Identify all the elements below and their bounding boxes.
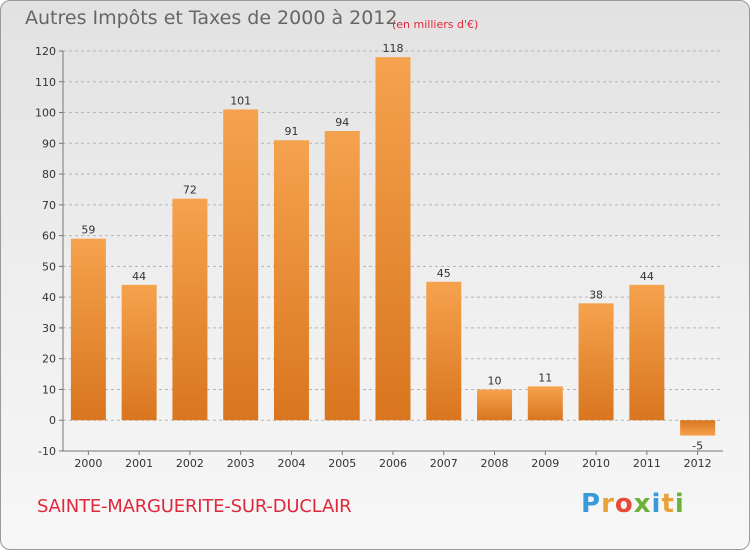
data-label: 118: [383, 42, 404, 55]
x-tick-label: 2012: [684, 457, 712, 470]
y-tick-label: 20: [42, 353, 56, 366]
x-tick-label: 2010: [582, 457, 610, 470]
data-label: 10: [488, 374, 502, 387]
y-tick-label: 70: [42, 199, 56, 212]
y-tick-label: 110: [35, 76, 56, 89]
x-tick-label: 2007: [430, 457, 458, 470]
logo-letter: P: [581, 489, 602, 519]
x-tick-label: 2002: [176, 457, 204, 470]
bar: [324, 131, 360, 421]
chart-subtitle: (en milliers d'€): [392, 18, 479, 31]
y-tick-label: -10: [38, 445, 56, 458]
data-label: 44: [640, 270, 654, 283]
x-tick-label: 2009: [531, 457, 559, 470]
x-tick-label: 2006: [379, 457, 407, 470]
y-tick-label: 50: [42, 260, 56, 273]
data-label: -5: [692, 440, 703, 453]
logo-letter: r: [601, 489, 615, 519]
y-tick-label: 10: [42, 383, 56, 396]
x-tick-label: 2000: [74, 457, 102, 470]
chart-title: Autres Impôts et Taxes de 2000 à 2012: [25, 7, 398, 29]
data-label: 91: [284, 125, 298, 138]
y-tick-label: 30: [42, 322, 56, 335]
logo-letter: t: [661, 489, 675, 519]
logo-letter: i: [674, 489, 685, 519]
bar: [680, 420, 716, 436]
data-label: 44: [132, 270, 146, 283]
bar: [375, 57, 411, 421]
data-label: 38: [589, 288, 603, 301]
data-label: 94: [335, 116, 349, 129]
x-tick-label: 2003: [227, 457, 255, 470]
data-label: 101: [230, 94, 251, 107]
bar: [70, 238, 106, 421]
logo-letter: i: [651, 489, 662, 519]
bar: [629, 284, 665, 421]
x-tick-label: 2008: [481, 457, 509, 470]
y-tick-label: 0: [49, 414, 56, 427]
y-tick-label: 100: [35, 107, 56, 120]
bar: [223, 109, 259, 421]
x-tick-label: 2005: [328, 457, 356, 470]
y-tick-label: 60: [42, 230, 56, 243]
bar: [477, 389, 513, 421]
y-tick-label: 40: [42, 291, 56, 304]
data-label: 59: [81, 224, 95, 237]
x-tick-label: 2004: [277, 457, 305, 470]
logo-letter: x: [633, 489, 652, 519]
y-tick-label: 90: [42, 137, 56, 150]
y-tick-label: 80: [42, 168, 56, 181]
data-label: 72: [183, 184, 197, 197]
logo-letter: o: [614, 489, 634, 519]
data-label: 11: [538, 371, 552, 384]
bar: [121, 284, 157, 421]
x-tick-label: 2011: [633, 457, 661, 470]
data-label: 45: [437, 267, 451, 280]
bar: [578, 303, 614, 421]
bar: [527, 386, 563, 421]
bar: [172, 198, 208, 421]
place-name: SAINTE-MARGUERITE-SUR-DUCLAIR: [37, 496, 352, 517]
bar: [426, 281, 462, 421]
proxiti-logo[interactable]: Proxiti: [581, 489, 685, 519]
x-tick-label: 2001: [125, 457, 153, 470]
bar: [273, 140, 309, 421]
y-tick-label: 120: [35, 45, 56, 58]
